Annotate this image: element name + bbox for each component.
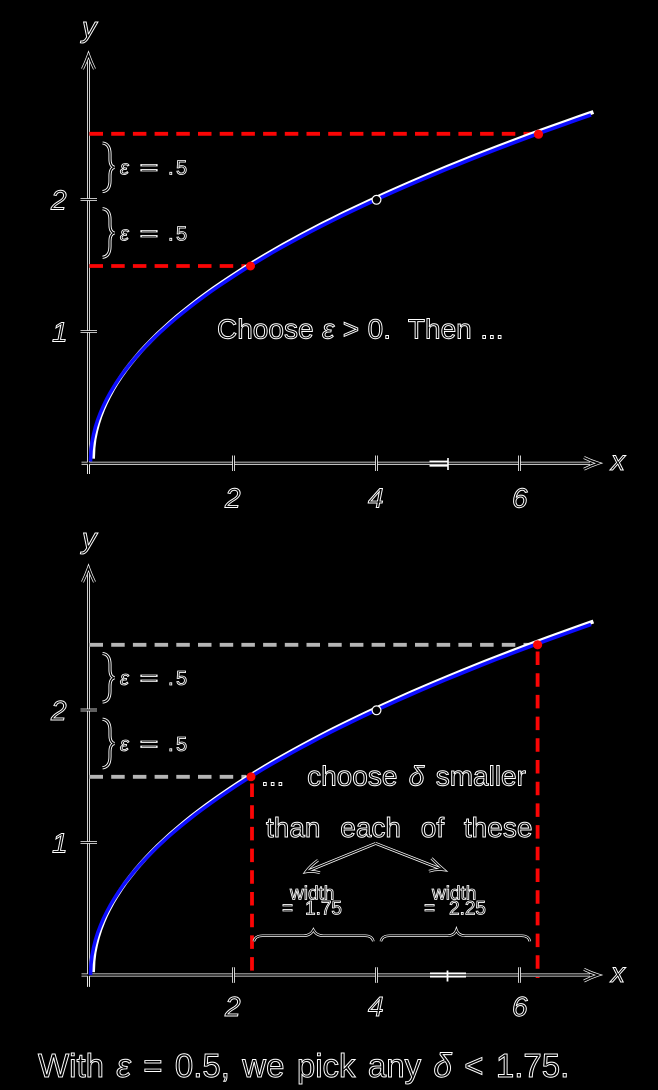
svg-text:=: = [282, 899, 293, 920]
svg-text:ε: ε [120, 158, 130, 180]
svg-text:2: 2 [224, 991, 241, 1022]
svg-text:width: width [289, 884, 334, 905]
svg-text:ε: ε [120, 224, 130, 246]
svg-text:2.25: 2.25 [449, 899, 486, 920]
svg-text:=: = [424, 899, 435, 920]
svg-text:y: y [80, 523, 98, 555]
svg-text:.5: .5 [168, 158, 190, 180]
svg-text:y: y [80, 12, 98, 44]
svg-text:=: = [140, 734, 159, 756]
svg-text:1.75: 1.75 [305, 899, 342, 920]
svg-text:.5: .5 [168, 734, 190, 756]
svg-text:6: 6 [512, 991, 528, 1022]
svg-text:1: 1 [52, 317, 68, 348]
svg-text:6: 6 [512, 483, 528, 514]
svg-text:=: = [140, 668, 159, 690]
svg-text:2: 2 [50, 185, 67, 216]
svg-text:Choose ε > 0. Then ...: Choose ε > 0. Then ... [217, 314, 504, 345]
svg-text:ε: ε [120, 734, 130, 756]
svg-text:ε: ε [120, 668, 130, 690]
svg-text:width: width [431, 884, 476, 905]
svg-text:.5: .5 [168, 668, 190, 690]
svg-text:1: 1 [52, 828, 68, 859]
svg-text:x: x [609, 957, 626, 988]
svg-text:=: = [140, 158, 159, 180]
svg-text:4: 4 [368, 483, 384, 514]
svg-text:.5: .5 [168, 224, 190, 246]
svg-text:x: x [609, 445, 626, 476]
svg-text:With ε = 0.5, we pick any δ <: With ε = 0.5, we pick any δ < 1.75. [38, 1047, 569, 1084]
svg-text:4: 4 [368, 991, 384, 1022]
svg-text:2: 2 [224, 483, 241, 514]
svg-text:... choose δ smaller: ... choose δ smaller [261, 761, 526, 792]
svg-text:2: 2 [50, 695, 67, 726]
svg-text:=: = [140, 224, 159, 246]
svg-text:than each of these: than each of these [266, 812, 532, 843]
